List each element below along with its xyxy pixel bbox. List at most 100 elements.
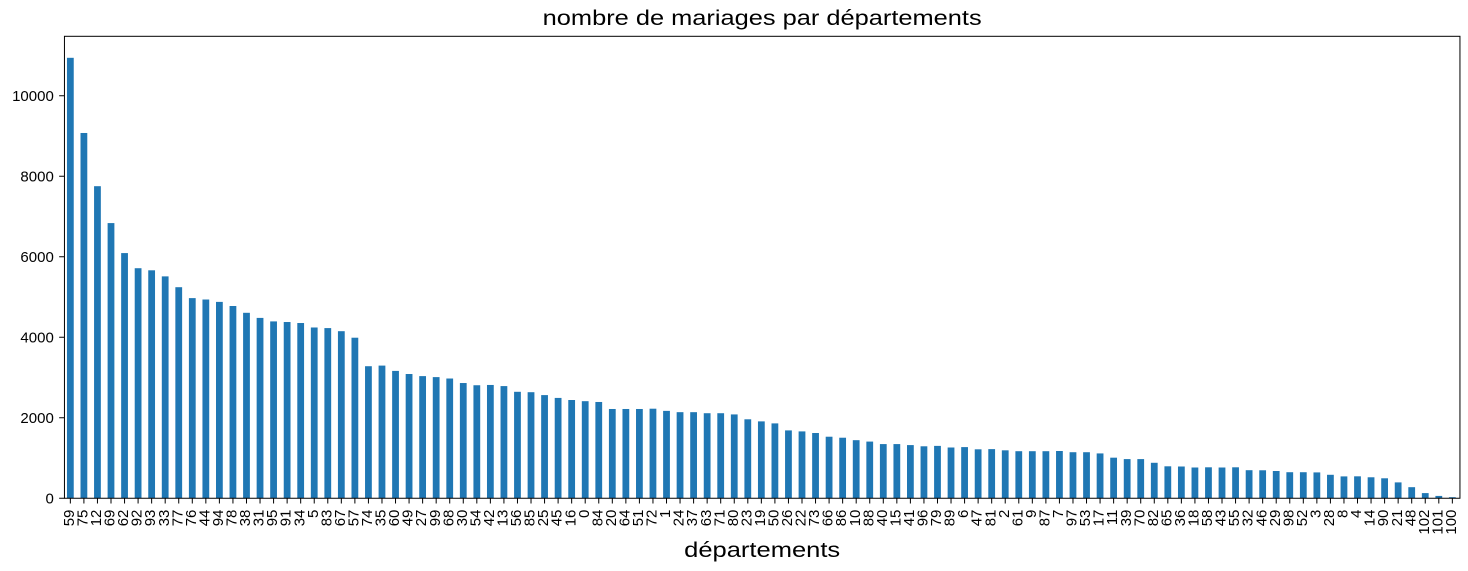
svg-text:54: 54 <box>467 510 484 527</box>
svg-text:101: 101 <box>1429 510 1446 535</box>
svg-text:100: 100 <box>1443 510 1460 535</box>
svg-text:91: 91 <box>278 510 295 527</box>
svg-text:102: 102 <box>1416 510 1433 535</box>
svg-text:97: 97 <box>1064 510 1081 527</box>
svg-text:0: 0 <box>45 490 53 507</box>
svg-text:nombre de mariages par départe: nombre de mariages par départements <box>543 7 982 30</box>
svg-text:62: 62 <box>115 510 132 527</box>
svg-text:72: 72 <box>644 510 661 527</box>
svg-text:36: 36 <box>1172 510 1189 527</box>
svg-text:4: 4 <box>1348 510 1365 518</box>
svg-text:81: 81 <box>982 510 999 527</box>
svg-text:71: 71 <box>711 510 728 527</box>
svg-text:39: 39 <box>1118 510 1135 527</box>
svg-text:1: 1 <box>657 510 674 518</box>
svg-text:16: 16 <box>562 510 579 527</box>
svg-text:70: 70 <box>1131 510 1148 527</box>
svg-text:75: 75 <box>75 510 92 527</box>
svg-text:63: 63 <box>698 510 715 527</box>
svg-text:90: 90 <box>1375 510 1392 527</box>
svg-text:61: 61 <box>1009 510 1026 527</box>
svg-text:20: 20 <box>603 510 620 527</box>
svg-text:31: 31 <box>251 510 268 527</box>
svg-text:41: 41 <box>901 510 918 527</box>
svg-text:77: 77 <box>169 510 186 527</box>
svg-text:46: 46 <box>1253 510 1270 527</box>
svg-text:98: 98 <box>1280 510 1297 527</box>
svg-text:33: 33 <box>156 510 173 527</box>
svg-text:82: 82 <box>1145 510 1162 527</box>
svg-text:76: 76 <box>183 510 200 527</box>
svg-text:10: 10 <box>847 510 864 527</box>
svg-text:92: 92 <box>129 510 146 527</box>
svg-text:58: 58 <box>1199 510 1216 527</box>
svg-text:14: 14 <box>1362 510 1379 527</box>
svg-text:5: 5 <box>305 510 322 518</box>
svg-text:66: 66 <box>820 510 837 527</box>
svg-text:37: 37 <box>684 510 701 527</box>
svg-text:96: 96 <box>915 510 932 527</box>
svg-text:24: 24 <box>671 510 688 527</box>
svg-text:22: 22 <box>793 510 810 527</box>
svg-text:19: 19 <box>752 510 769 527</box>
svg-text:0: 0 <box>576 510 593 518</box>
svg-text:7: 7 <box>1050 510 1067 518</box>
svg-text:44: 44 <box>196 510 213 527</box>
svg-text:10000: 10000 <box>12 88 54 105</box>
svg-text:29: 29 <box>1267 510 1284 527</box>
svg-text:4000: 4000 <box>20 329 53 346</box>
svg-text:48: 48 <box>1402 510 1419 527</box>
svg-text:12: 12 <box>88 510 105 527</box>
svg-text:88: 88 <box>860 510 877 527</box>
svg-text:28: 28 <box>1321 510 1338 527</box>
svg-text:8000: 8000 <box>20 168 53 185</box>
svg-text:84: 84 <box>589 510 606 527</box>
svg-text:17: 17 <box>1091 510 1108 527</box>
svg-text:21: 21 <box>1389 510 1406 527</box>
svg-text:6000: 6000 <box>20 249 53 266</box>
svg-text:9: 9 <box>1023 510 1040 518</box>
svg-text:53: 53 <box>1077 510 1094 527</box>
svg-text:56: 56 <box>508 510 525 527</box>
svg-text:59: 59 <box>61 510 78 527</box>
svg-text:67: 67 <box>332 510 349 527</box>
svg-text:35: 35 <box>373 510 390 527</box>
svg-text:15: 15 <box>887 510 904 527</box>
svg-text:93: 93 <box>142 510 159 527</box>
svg-text:27: 27 <box>413 510 430 527</box>
svg-text:40: 40 <box>874 510 891 527</box>
svg-text:74: 74 <box>359 510 376 527</box>
svg-text:47: 47 <box>969 510 986 527</box>
svg-text:23: 23 <box>738 510 755 527</box>
svg-text:2: 2 <box>996 510 1013 518</box>
svg-text:52: 52 <box>1294 510 1311 527</box>
svg-text:45: 45 <box>549 510 566 527</box>
svg-text:65: 65 <box>1158 510 1175 527</box>
svg-text:départements: départements <box>684 538 840 562</box>
svg-text:83: 83 <box>318 510 335 527</box>
svg-text:86: 86 <box>833 510 850 527</box>
svg-text:42: 42 <box>481 510 498 527</box>
svg-text:32: 32 <box>1240 510 1257 527</box>
svg-text:94: 94 <box>210 510 227 527</box>
svg-text:87: 87 <box>1036 510 1053 527</box>
svg-text:99: 99 <box>427 510 444 527</box>
svg-text:25: 25 <box>535 510 552 527</box>
svg-text:49: 49 <box>400 510 417 527</box>
svg-text:60: 60 <box>386 510 403 527</box>
svg-text:64: 64 <box>616 510 633 527</box>
svg-text:78: 78 <box>224 510 241 527</box>
svg-text:6: 6 <box>955 510 972 518</box>
svg-text:85: 85 <box>522 510 539 527</box>
svg-text:3: 3 <box>1307 510 1324 518</box>
svg-text:79: 79 <box>928 510 945 527</box>
svg-text:55: 55 <box>1226 510 1243 527</box>
svg-text:13: 13 <box>495 510 512 527</box>
svg-text:38: 38 <box>237 510 254 527</box>
svg-text:30: 30 <box>454 510 471 527</box>
svg-text:95: 95 <box>264 510 281 527</box>
svg-text:8: 8 <box>1335 510 1352 518</box>
svg-text:18: 18 <box>1186 510 1203 527</box>
svg-text:57: 57 <box>345 510 362 527</box>
svg-text:51: 51 <box>630 510 647 527</box>
